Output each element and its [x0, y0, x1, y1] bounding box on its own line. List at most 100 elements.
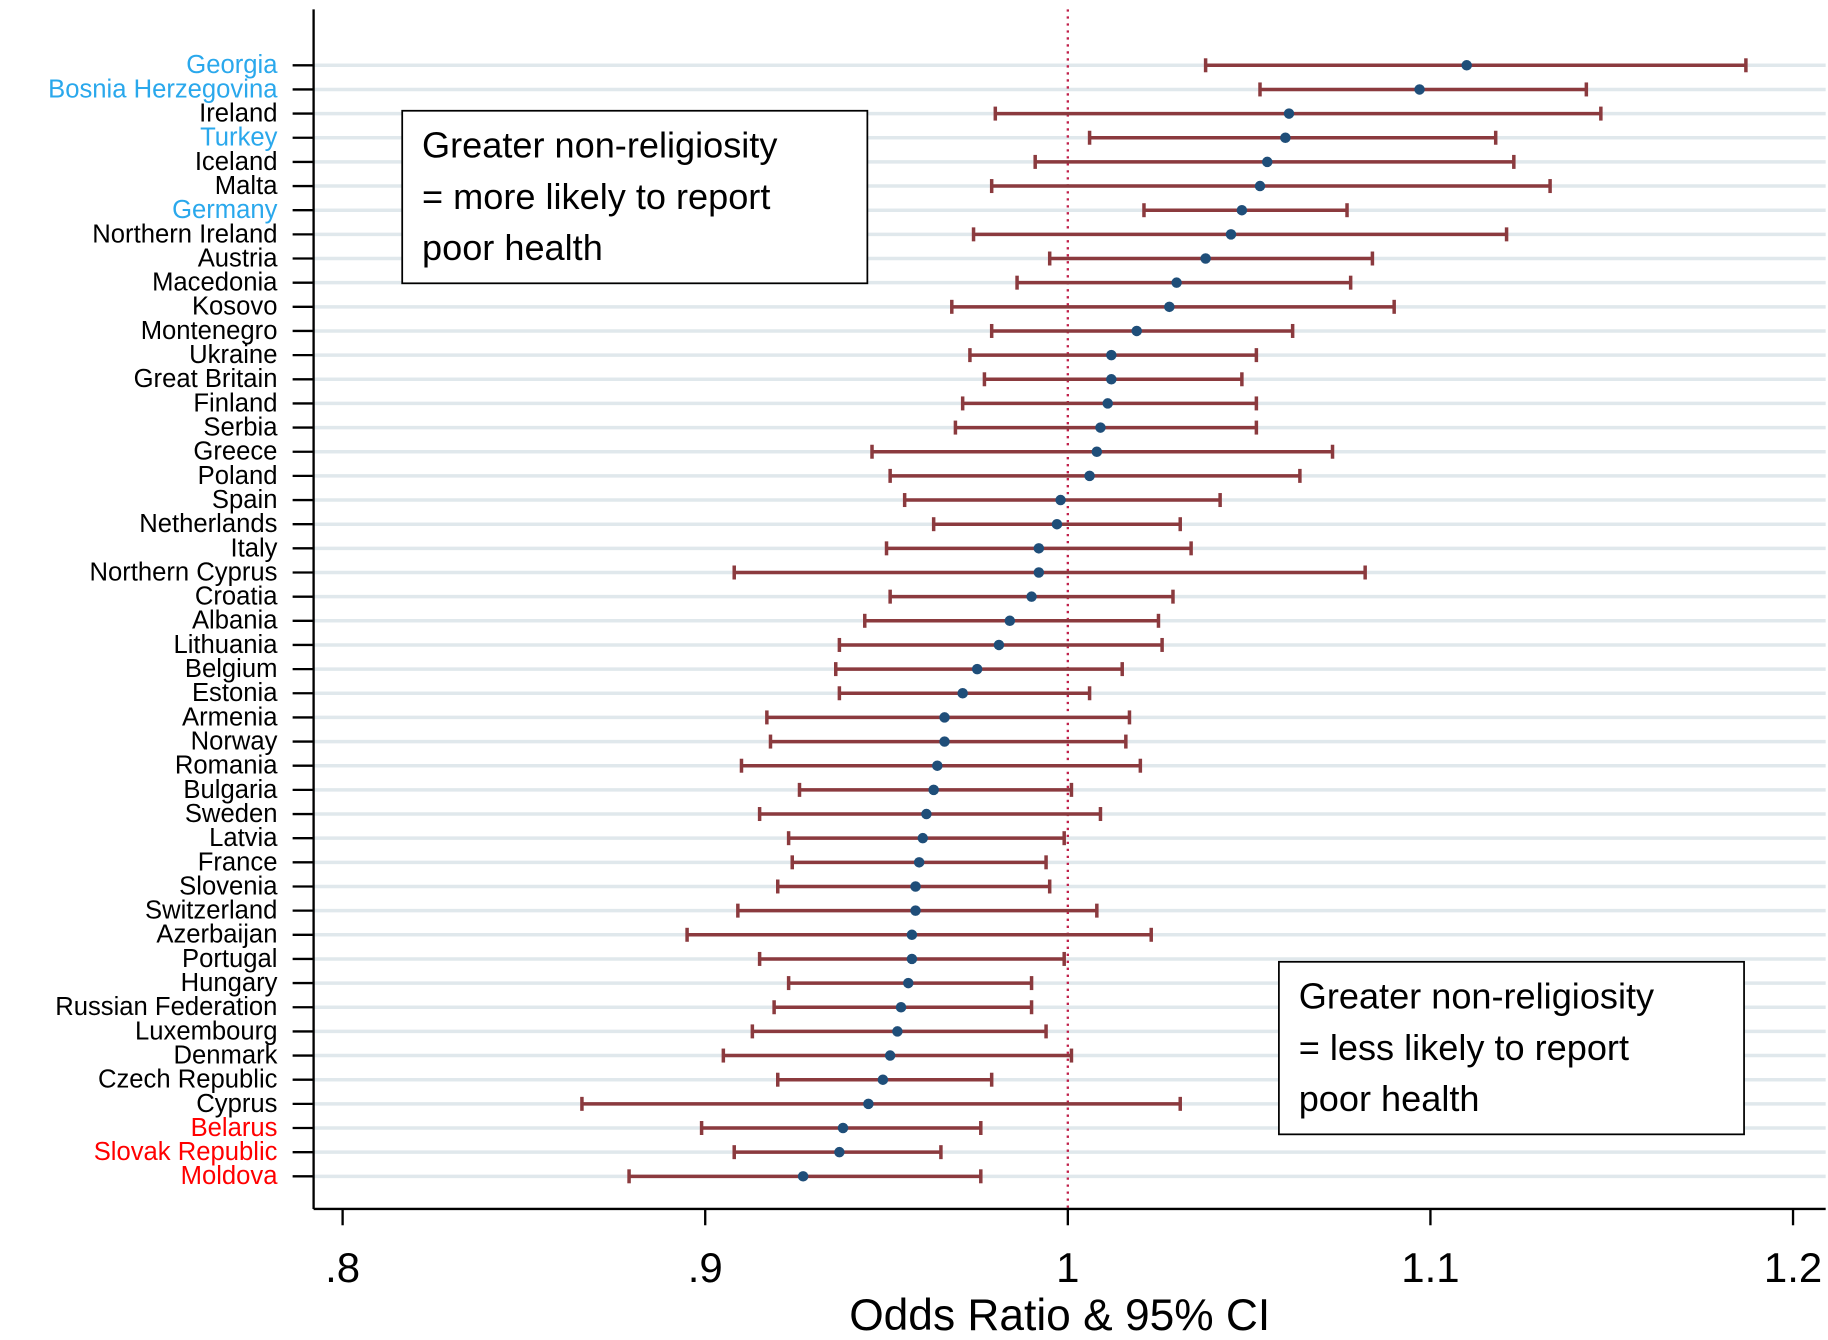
point-estimate	[928, 784, 939, 796]
point-estimate	[1254, 180, 1266, 192]
category-label: Malta	[215, 172, 278, 200]
point-estimate	[1106, 349, 1117, 361]
category-label: Armenia	[182, 703, 278, 731]
category-label: Estonia	[192, 679, 278, 707]
category-label: Lithuania	[173, 631, 278, 659]
point-estimate	[913, 857, 925, 868]
point-estimate	[906, 953, 918, 965]
point-estimate	[910, 905, 921, 916]
point-estimate	[1102, 398, 1113, 409]
category-label: Great Britain	[134, 365, 278, 393]
point-estimate	[1106, 374, 1117, 385]
category-label: Bosnia Herzegovina	[48, 75, 278, 103]
point-estimate	[971, 663, 983, 675]
category-label: Azerbaijan	[156, 921, 277, 949]
annotation-text: poor health	[422, 227, 603, 268]
category-label: Slovak Republic	[94, 1138, 278, 1166]
point-estimate	[1004, 615, 1016, 627]
point-estimate	[797, 1171, 809, 1182]
point-estimate	[910, 881, 921, 892]
category-label: Turkey	[200, 124, 278, 152]
x-tick-label: .8	[325, 1244, 360, 1291]
category-label: Poland	[198, 462, 278, 490]
x-tick-label: 1.1	[1401, 1244, 1459, 1291]
category-label: Finland	[193, 389, 277, 417]
point-estimate	[1225, 229, 1237, 240]
point-estimate	[906, 929, 918, 941]
annotation-text: = more likely to report	[422, 176, 770, 217]
category-label: Romania	[175, 752, 278, 780]
category-label: Portugal	[182, 945, 277, 973]
category-label: Croatia	[195, 583, 278, 611]
x-axis-label: Odds Ratio & 95% CI	[849, 1291, 1270, 1340]
annotation-text: Greater non-religiosity	[1299, 976, 1654, 1017]
category-label: Georgia	[186, 51, 278, 79]
point-estimate	[1131, 325, 1142, 337]
category-label: Bulgaria	[183, 776, 278, 804]
category-label: Iceland	[195, 148, 278, 176]
category-label: Belgium	[185, 655, 278, 683]
category-label: Hungary	[181, 969, 278, 997]
category-label: Greece	[193, 438, 277, 466]
point-estimate	[1262, 156, 1273, 168]
category-label: Ukraine	[189, 341, 277, 369]
point-estimate	[932, 760, 943, 771]
category-label: Northern Cyprus	[89, 558, 277, 586]
category-label: Russian Federation	[55, 993, 277, 1021]
point-estimate	[1055, 494, 1066, 506]
point-estimate	[1280, 132, 1291, 143]
point-estimate	[1033, 567, 1045, 578]
point-estimate	[939, 712, 950, 723]
point-estimate	[1051, 518, 1063, 530]
annotation-text: Greater non-religiosity	[422, 125, 777, 166]
x-tick-label: .9	[688, 1244, 723, 1291]
category-label: Denmark	[174, 1041, 278, 1069]
point-estimate	[1171, 277, 1182, 288]
category-label: Belarus	[191, 1114, 278, 1142]
category-label: Serbia	[203, 414, 278, 442]
x-tick-label: 1	[1056, 1244, 1079, 1291]
x-tick-label: 1.2	[1764, 1244, 1822, 1291]
point-estimate	[1236, 204, 1248, 216]
category-label: Switzerland	[145, 897, 277, 925]
point-estimate	[1283, 108, 1295, 119]
point-estimate	[1084, 470, 1095, 482]
category-label: Spain	[212, 486, 278, 514]
category-label: Latvia	[209, 824, 278, 852]
category-label: Ireland	[199, 100, 277, 128]
point-estimate	[993, 639, 1005, 651]
category-label: Germany	[172, 196, 278, 224]
annotation-box	[401, 109, 869, 285]
point-estimate	[1091, 446, 1103, 457]
category-label: Austria	[198, 244, 279, 272]
point-estimate	[957, 688, 968, 699]
category-label: Italy	[230, 534, 277, 562]
category-label: Cyprus	[196, 1090, 277, 1118]
point-estimate	[895, 1001, 907, 1013]
point-estimate	[1033, 543, 1045, 554]
category-label: Luxembourg	[135, 1017, 277, 1045]
category-label: France	[198, 848, 278, 876]
category-label: Slovenia	[179, 872, 278, 900]
point-estimate	[1164, 301, 1175, 313]
point-estimate	[892, 1026, 903, 1037]
point-estimate	[834, 1146, 845, 1158]
category-label: Moldova	[181, 1162, 279, 1190]
category-label: Montenegro	[141, 317, 278, 345]
category-label: Czech Republic	[98, 1066, 278, 1094]
annotation-box	[1278, 960, 1745, 1136]
point-estimate	[877, 1074, 889, 1085]
category-label: Northern Ireland	[92, 220, 277, 248]
category-label: Sweden	[185, 800, 278, 828]
point-estimate	[837, 1122, 849, 1134]
category-label: Macedonia	[152, 269, 278, 297]
point-estimate	[903, 977, 914, 989]
annotation-text: = less likely to report	[1299, 1027, 1629, 1068]
point-estimate	[939, 736, 950, 747]
point-estimate	[1461, 60, 1472, 71]
point-estimate	[884, 1050, 896, 1061]
point-estimate	[917, 832, 929, 844]
category-label: Netherlands	[139, 510, 277, 538]
annotation-text: poor health	[1299, 1078, 1480, 1119]
